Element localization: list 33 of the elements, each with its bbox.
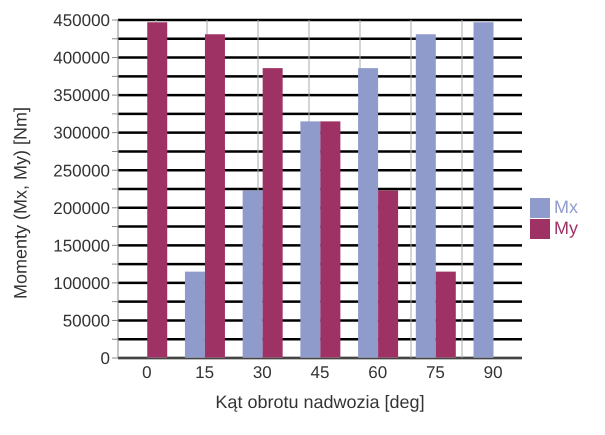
y-tick-label: 200000 <box>53 198 110 218</box>
y-tick-label: 300000 <box>53 124 110 143</box>
bar <box>204 34 225 358</box>
bar <box>300 121 320 358</box>
bar <box>436 272 456 358</box>
bar <box>242 190 263 358</box>
x-tick-label: 90 <box>484 363 503 382</box>
x-tick-label: 30 <box>252 363 272 382</box>
x-tick-label: 0 <box>142 363 152 382</box>
y-tick-label: 100000 <box>53 274 110 293</box>
bar <box>416 34 436 358</box>
bar <box>378 190 398 358</box>
bar <box>320 121 340 358</box>
x-axis-title: Kąt obrotu nadwozia [deg] <box>215 392 425 412</box>
legend-label: My <box>554 218 578 238</box>
y-tick-label: 400000 <box>53 48 110 68</box>
bar <box>184 272 205 358</box>
bar <box>358 68 378 358</box>
x-tick-label: 60 <box>368 363 388 382</box>
bar <box>147 22 168 358</box>
y-tick-label: 0 <box>100 349 110 368</box>
legend-label: Mx <box>554 196 578 217</box>
y-axis-title: Momenty (Mx, My) [Nm] <box>10 107 30 299</box>
bar <box>262 68 283 358</box>
y-tick-label: 150000 <box>53 236 110 256</box>
bar <box>474 22 494 358</box>
y-tick-label: 450000 <box>53 11 110 30</box>
x-tick-label: 75 <box>426 363 445 382</box>
x-tick-label: 45 <box>310 363 330 382</box>
x-tick-label: 15 <box>195 363 214 382</box>
y-tick-label: 250000 <box>53 161 110 180</box>
y-tick-label: 50000 <box>62 311 110 330</box>
y-tick-label: 350000 <box>53 86 110 106</box>
